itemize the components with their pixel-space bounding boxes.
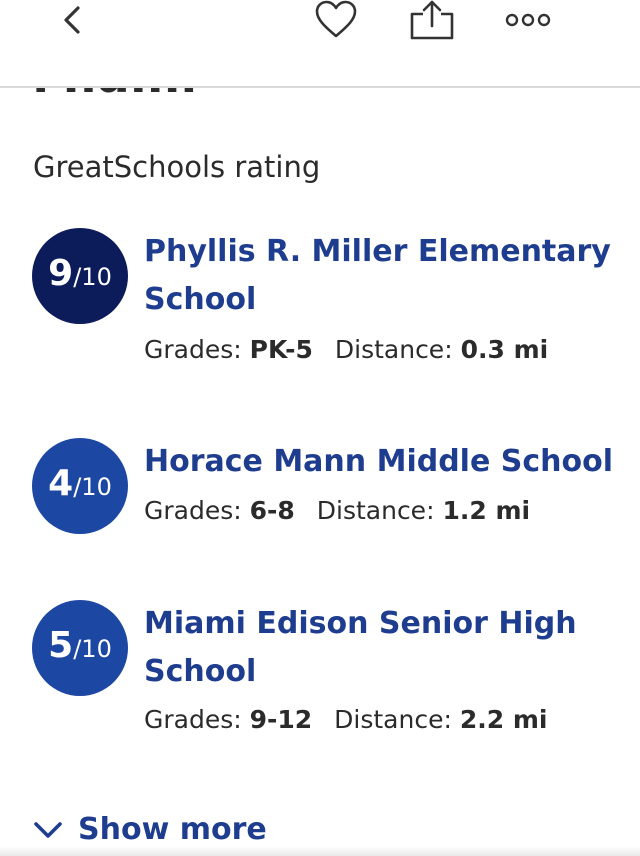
more-icon [505, 13, 551, 27]
top-toolbar [0, 0, 640, 88]
favorite-button[interactable] [312, 0, 360, 40]
rating-value: 5 [48, 625, 74, 666]
grades-value: 9-12 [249, 705, 313, 734]
distance-label: Distance: [334, 335, 453, 364]
distance-value: 2.2 mi [459, 705, 548, 734]
rating-scale: /10 [73, 473, 112, 501]
grades-label: Grades: [144, 705, 242, 734]
grades-value: PK-5 [249, 335, 313, 364]
chevron-down-icon [34, 821, 62, 838]
back-button[interactable] [52, 0, 92, 40]
show-more-label: Show more [78, 812, 267, 847]
school-name-link[interactable]: Horace Mann Middle School [144, 444, 613, 479]
share-button[interactable] [406, 0, 458, 40]
back-icon [64, 6, 80, 34]
rating-badge: 4/10 [32, 438, 128, 534]
share-icon [410, 0, 454, 40]
bottom-fade [0, 846, 640, 856]
rating-value: 4 [48, 463, 74, 504]
grades-label: Grades: [144, 496, 242, 525]
distance-value: 0.3 mi [460, 335, 549, 364]
rating-value: 9 [48, 253, 74, 294]
distance-label: Distance: [316, 496, 435, 525]
grades-label: Grades: [144, 335, 242, 364]
rating-scale: /10 [73, 635, 112, 663]
school-meta: Grades: 9-12 Distance: 2.2 mi [144, 704, 547, 736]
more-options-button[interactable] [500, 0, 556, 40]
distance-label: Distance: [334, 705, 452, 734]
rating-scale: /10 [73, 263, 112, 291]
school-name-link[interactable]: Miami Edison Senior High School [144, 606, 577, 689]
school-meta: Grades: PK-5 Distance: 0.3 mi [144, 334, 548, 366]
school-name-link[interactable]: Phyllis R. Miller Elementary School [144, 234, 611, 317]
heart-icon [315, 0, 357, 38]
rating-badge: 5/10 [32, 600, 128, 696]
ratings-section-title: GreatSchools rating [33, 150, 321, 184]
show-more-button[interactable]: Show more [32, 812, 267, 847]
grades-value: 6-8 [249, 496, 295, 525]
school-meta: Grades: 6-8 Distance: 1.2 mi [144, 495, 530, 527]
rating-badge: 9/10 [32, 228, 128, 324]
distance-value: 1.2 mi [442, 496, 531, 525]
